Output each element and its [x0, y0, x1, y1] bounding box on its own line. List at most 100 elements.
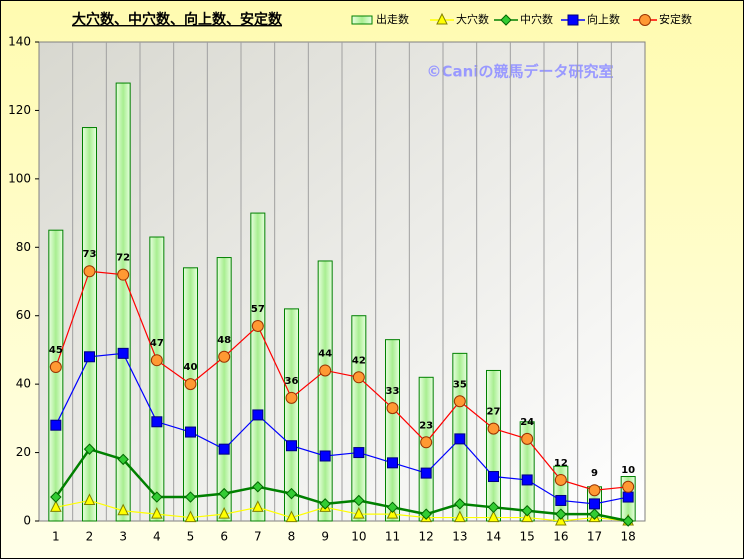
- point: [184, 510, 197, 523]
- data-label: 48: [217, 335, 231, 346]
- point: [453, 395, 466, 408]
- point: [352, 371, 365, 384]
- data-label: 10: [621, 465, 635, 476]
- legend-label: 安定数: [659, 12, 692, 26]
- y-tick-label: 40: [16, 377, 31, 391]
- point: [218, 487, 230, 500]
- point: [151, 507, 163, 519]
- point: [589, 498, 600, 510]
- data-label: 12: [554, 458, 568, 469]
- point: [117, 503, 129, 516]
- data-label: 45: [49, 345, 63, 356]
- point: [84, 351, 95, 363]
- line: [54, 447, 629, 523]
- watermark: ©Caniの競馬データ研究室: [427, 63, 614, 81]
- y-tick-label: 120: [8, 103, 31, 117]
- bar: [250, 212, 266, 522]
- data-label: 35: [453, 379, 467, 390]
- point: [420, 508, 432, 520]
- point: [286, 440, 297, 452]
- y-tick-label: 0: [23, 514, 31, 528]
- point: [285, 391, 298, 404]
- x-tick-label: 1: [52, 530, 60, 544]
- x-tick-label: 10: [351, 530, 366, 544]
- data-label: 42: [352, 355, 366, 366]
- legend-marker: [436, 12, 448, 25]
- bar: [115, 82, 131, 522]
- legend-label: 向上数: [587, 12, 620, 26]
- y-tick-label: 140: [8, 35, 31, 49]
- point: [554, 473, 567, 486]
- point: [50, 491, 62, 503]
- bar: [183, 267, 198, 522]
- point: [151, 416, 163, 428]
- x-tick-label: 14: [486, 530, 501, 544]
- x-tick-label: 9: [321, 530, 329, 544]
- legend-marker: [639, 14, 651, 26]
- point: [588, 508, 601, 520]
- x-tick-label: 2: [86, 530, 94, 544]
- x-tick-label: 15: [520, 530, 535, 544]
- point: [353, 507, 365, 519]
- point: [521, 474, 533, 486]
- data-label: 73: [83, 249, 97, 260]
- point: [487, 510, 500, 523]
- point: [521, 432, 534, 445]
- legend-marker: [567, 14, 579, 26]
- point: [218, 443, 230, 455]
- bar: [216, 257, 232, 522]
- x-tick-label: 11: [385, 530, 400, 544]
- data-label: 44: [318, 348, 332, 359]
- y-tick-label: 80: [16, 240, 31, 254]
- point: [117, 268, 130, 281]
- bar: [149, 236, 165, 522]
- x-tick-label: 16: [553, 530, 568, 544]
- x-tick-label: 8: [288, 530, 296, 544]
- point: [319, 498, 331, 510]
- legend-label: 中穴数: [520, 12, 553, 26]
- bar: [82, 127, 97, 522]
- point: [218, 507, 230, 519]
- point: [150, 354, 163, 367]
- point: [117, 453, 129, 466]
- bar: [385, 339, 400, 522]
- point: [184, 378, 197, 391]
- point: [454, 510, 466, 523]
- point: [521, 505, 533, 517]
- y-tick-label: 20: [16, 445, 31, 459]
- line: [55, 352, 629, 505]
- data-label: 36: [285, 376, 299, 387]
- point: [454, 433, 466, 445]
- data-label: 47: [150, 338, 164, 349]
- point: [83, 443, 96, 455]
- point: [319, 364, 332, 377]
- point: [83, 265, 96, 278]
- point: [555, 508, 567, 520]
- point: [588, 484, 601, 497]
- point: [487, 501, 500, 514]
- point: [454, 498, 466, 510]
- data-label: 72: [116, 253, 130, 264]
- chart-title: 大穴数、中穴数、向上数、安定数: [72, 11, 283, 28]
- point: [487, 422, 500, 435]
- point: [353, 494, 365, 507]
- data-label: 27: [487, 407, 501, 418]
- point: [285, 487, 298, 500]
- bar: [317, 260, 333, 522]
- legend-swatch: [351, 15, 373, 25]
- point: [252, 500, 264, 512]
- legend-label: 大穴数: [456, 12, 489, 26]
- point: [252, 481, 264, 493]
- point: [386, 402, 399, 415]
- point: [50, 500, 62, 512]
- x-tick-label: 12: [419, 530, 434, 544]
- bar: [418, 376, 434, 522]
- point: [50, 419, 62, 431]
- x-tick-label: 7: [254, 530, 262, 544]
- point: [555, 494, 567, 506]
- x-tick-label: 17: [587, 530, 602, 544]
- data-label: 23: [419, 420, 433, 431]
- bar: [486, 369, 501, 522]
- data-label: 40: [184, 362, 198, 373]
- data-label: 9: [591, 468, 598, 479]
